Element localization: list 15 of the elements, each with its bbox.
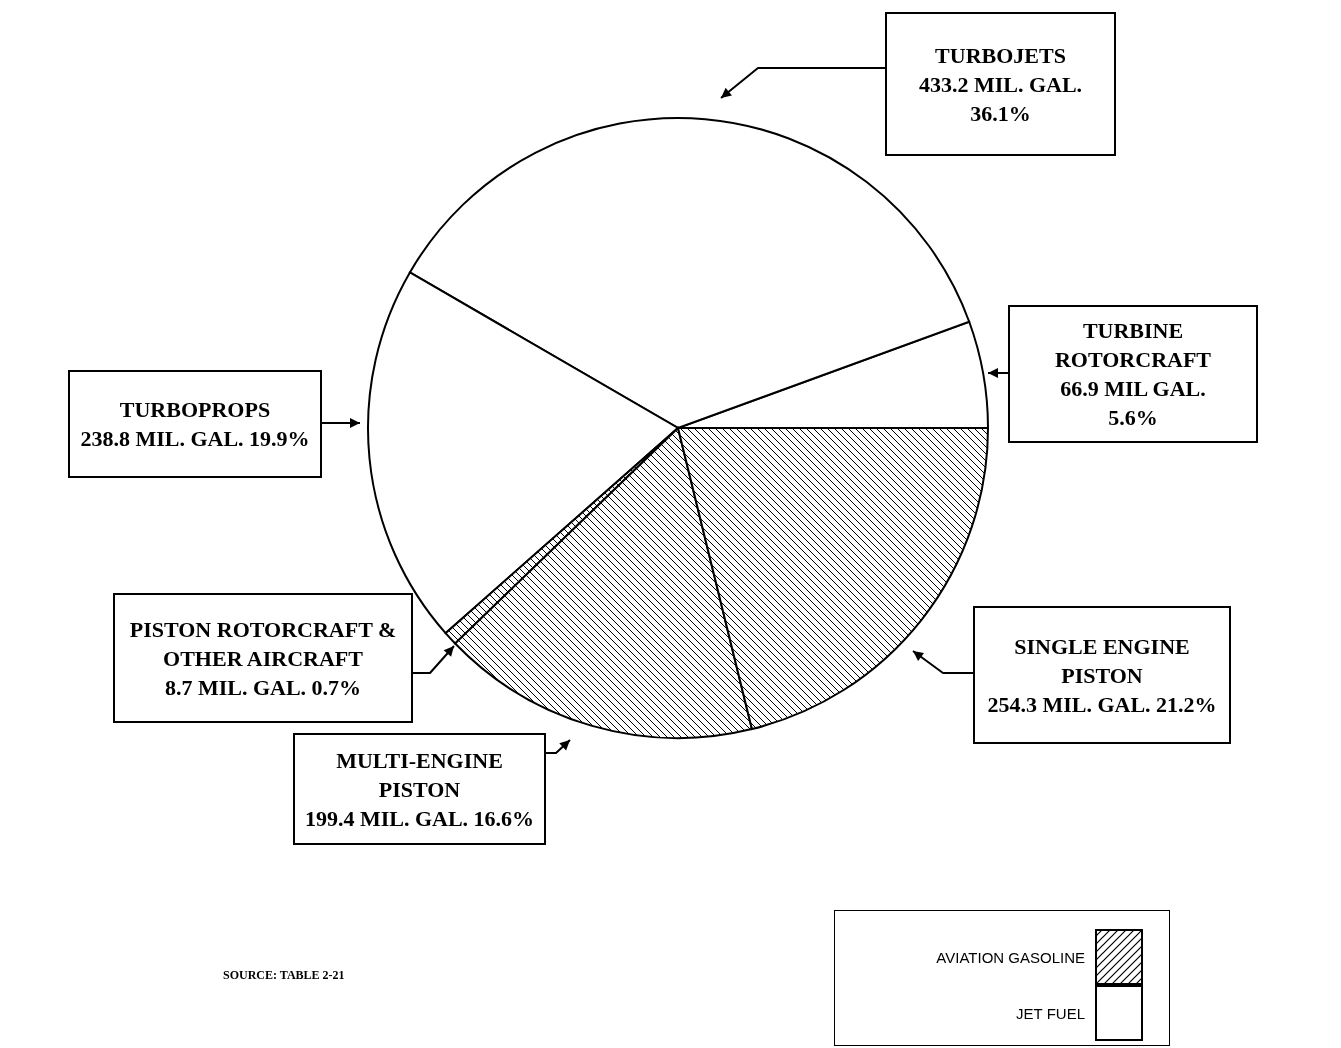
slice-label: TURBOPROPS [118,396,272,424]
slice-label: PISTON ROTORCRAFT & OTHER AIRCRAFT [128,615,398,673]
data-label: 8.7 MIL. GAL. 0.7% [163,673,363,702]
data-label: 199.4 MIL. GAL. 16.6% [303,804,536,833]
slice-label: MULTI-ENGINE PISTON [335,746,504,804]
slice-label: TURBINE ROTORCRAFT [1053,317,1213,374]
source-note: SOURCE: TABLE 2-21 [223,968,345,983]
data-label: 433.2 MIL. GAL. 36.1% [917,70,1084,128]
data-label: 66.9 MIL GAL. 5.6% [1059,375,1207,432]
data-label: 238.8 MIL. GAL. 19.9% [79,425,311,453]
slice-label: TURBOJETS [934,41,1067,70]
slice-label: SINGLE ENGINE PISTON [1013,632,1191,690]
data-label: 254.3 MIL. GAL. 21.2% [986,690,1218,719]
text: AVIATION GASOLINE [936,948,1085,966]
text: JET FUEL [1016,1004,1085,1022]
